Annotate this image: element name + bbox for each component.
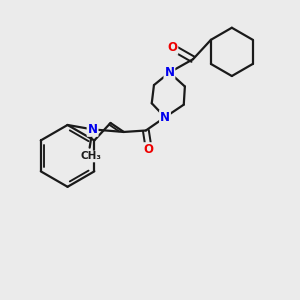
Text: CH₃: CH₃ xyxy=(81,152,102,161)
Text: O: O xyxy=(144,143,154,156)
Text: N: N xyxy=(164,66,174,79)
Text: N: N xyxy=(88,123,98,136)
Text: N: N xyxy=(160,111,170,124)
Text: O: O xyxy=(167,41,177,54)
